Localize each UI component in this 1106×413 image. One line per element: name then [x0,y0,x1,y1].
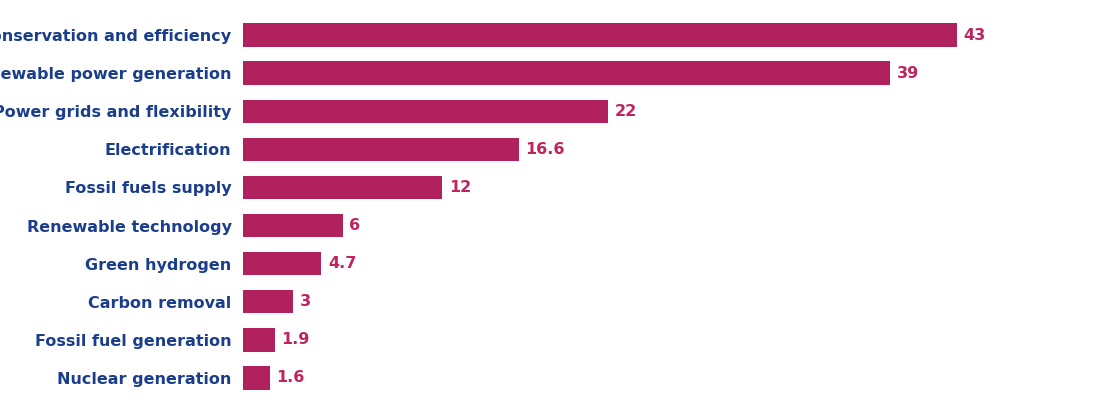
Text: 4.7: 4.7 [327,256,356,271]
Bar [243,62,890,85]
Bar [243,366,270,389]
Bar [243,138,519,161]
Bar [243,24,957,47]
Text: 6: 6 [349,218,361,233]
Text: 22: 22 [615,104,637,119]
Text: 1.9: 1.9 [281,332,310,347]
Text: 12: 12 [449,180,471,195]
Bar [243,176,442,199]
Bar [243,214,343,237]
Bar [243,100,608,123]
Text: 1.6: 1.6 [276,370,305,385]
Text: 3: 3 [300,294,311,309]
Bar [243,252,321,275]
Text: 39: 39 [897,66,919,81]
Bar [243,328,274,351]
Text: 43: 43 [963,28,985,43]
Text: 16.6: 16.6 [525,142,565,157]
Bar [243,290,293,313]
